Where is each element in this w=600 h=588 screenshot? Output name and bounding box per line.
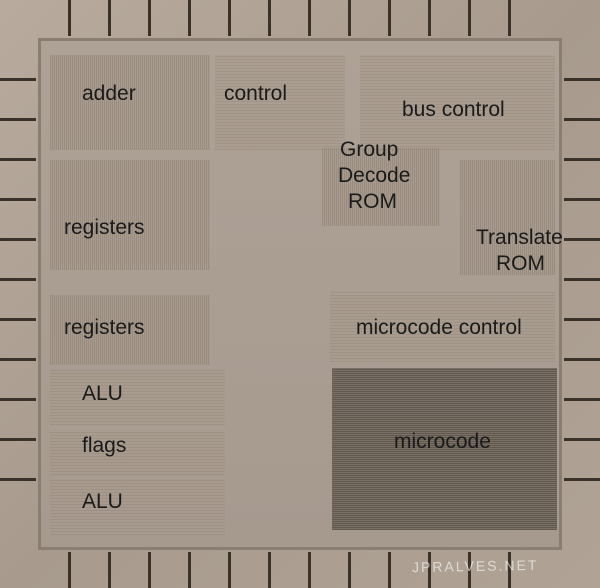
bond-pin xyxy=(0,238,36,241)
bond-pin xyxy=(564,438,600,441)
bond-pin xyxy=(428,0,431,36)
bond-pin xyxy=(0,398,36,401)
bond-pin xyxy=(564,198,600,201)
label-alu2: ALU xyxy=(82,490,123,514)
region-alu-1 xyxy=(50,370,225,425)
bond-pin xyxy=(564,398,600,401)
bond-pin xyxy=(564,158,600,161)
bond-pin xyxy=(148,0,151,36)
bond-pin xyxy=(564,78,600,81)
bond-pin xyxy=(0,478,36,481)
bond-pin xyxy=(0,278,36,281)
bond-pin xyxy=(228,0,231,36)
bond-pin xyxy=(564,118,600,121)
label-alu1: ALU xyxy=(82,382,123,406)
label-rom1: ROM xyxy=(348,190,397,214)
label-bus_control: bus control xyxy=(402,98,505,122)
bond-pin xyxy=(108,0,111,36)
bond-pin xyxy=(228,552,231,588)
bond-pin xyxy=(188,0,191,36)
region-alu-2 xyxy=(50,480,225,535)
bond-pin xyxy=(468,0,471,36)
bond-pin xyxy=(148,552,151,588)
label-adder: adder xyxy=(82,82,136,106)
bond-pin xyxy=(0,358,36,361)
bond-pin xyxy=(268,552,271,588)
bond-pin xyxy=(348,552,351,588)
bond-pin xyxy=(564,318,600,321)
bond-pin xyxy=(564,238,600,241)
bond-pin xyxy=(348,0,351,36)
label-translate: Translate xyxy=(476,226,563,250)
bond-pin xyxy=(388,552,391,588)
label-microcode_ctl: microcode control xyxy=(356,316,522,340)
bond-pin xyxy=(188,552,191,588)
label-flags: flags xyxy=(82,434,126,458)
watermark-text: JPRALVES.NET xyxy=(412,557,539,575)
label-control: control xyxy=(224,82,287,106)
region-flags xyxy=(50,430,225,475)
bond-pin xyxy=(564,478,600,481)
bond-pin xyxy=(564,358,600,361)
bond-pin xyxy=(0,78,36,81)
label-group: Group xyxy=(340,138,398,162)
bond-pin xyxy=(508,0,511,36)
bond-pin xyxy=(68,0,71,36)
bond-pin xyxy=(268,0,271,36)
label-rom2: ROM xyxy=(496,252,545,276)
bond-pin xyxy=(388,0,391,36)
bond-pin xyxy=(308,552,311,588)
bond-pin xyxy=(0,318,36,321)
bond-pin xyxy=(0,438,36,441)
die-photo-container: addercontrolbus controlGroupDecodeROMreg… xyxy=(0,0,600,588)
label-decode: Decode xyxy=(338,164,410,188)
label-registers2: registers xyxy=(64,316,145,340)
bond-pin xyxy=(68,552,71,588)
region-registers-1 xyxy=(50,160,210,270)
bond-pin xyxy=(0,118,36,121)
bond-pin xyxy=(0,198,36,201)
bond-pin xyxy=(564,278,600,281)
bond-pin xyxy=(0,158,36,161)
bond-pin xyxy=(108,552,111,588)
label-microcode: microcode xyxy=(394,430,491,454)
label-registers1: registers xyxy=(64,216,145,240)
bond-pin xyxy=(308,0,311,36)
